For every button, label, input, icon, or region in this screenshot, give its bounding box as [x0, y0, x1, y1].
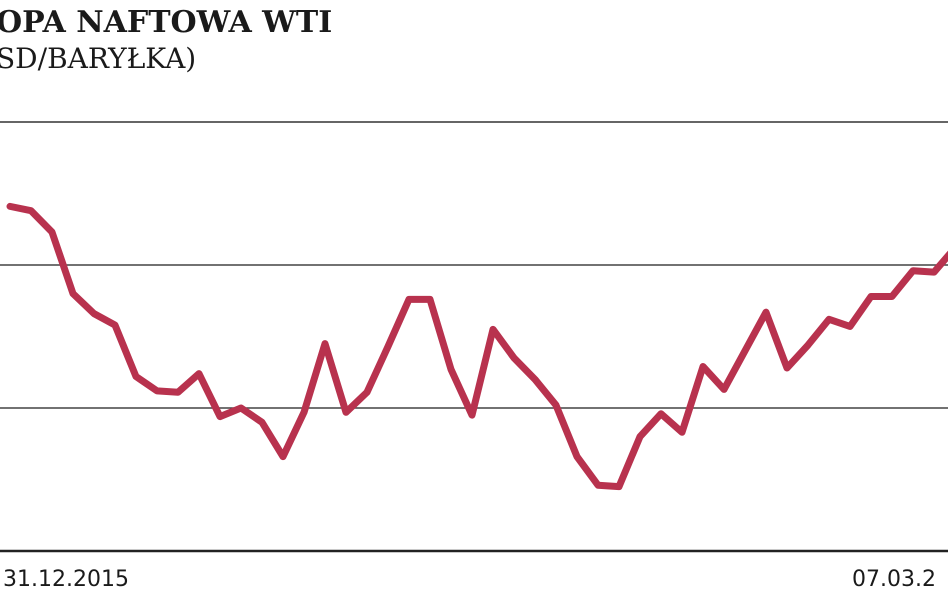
x-tick-label: 31.12.2015	[3, 567, 129, 592]
data-line	[6, 202, 948, 491]
x-tick-label: 07.03.2	[852, 567, 936, 592]
chart-subtitle: SD/BARYŁKA)	[0, 42, 196, 75]
chart-title: OPA NAFTOWA WTI	[0, 5, 332, 40]
